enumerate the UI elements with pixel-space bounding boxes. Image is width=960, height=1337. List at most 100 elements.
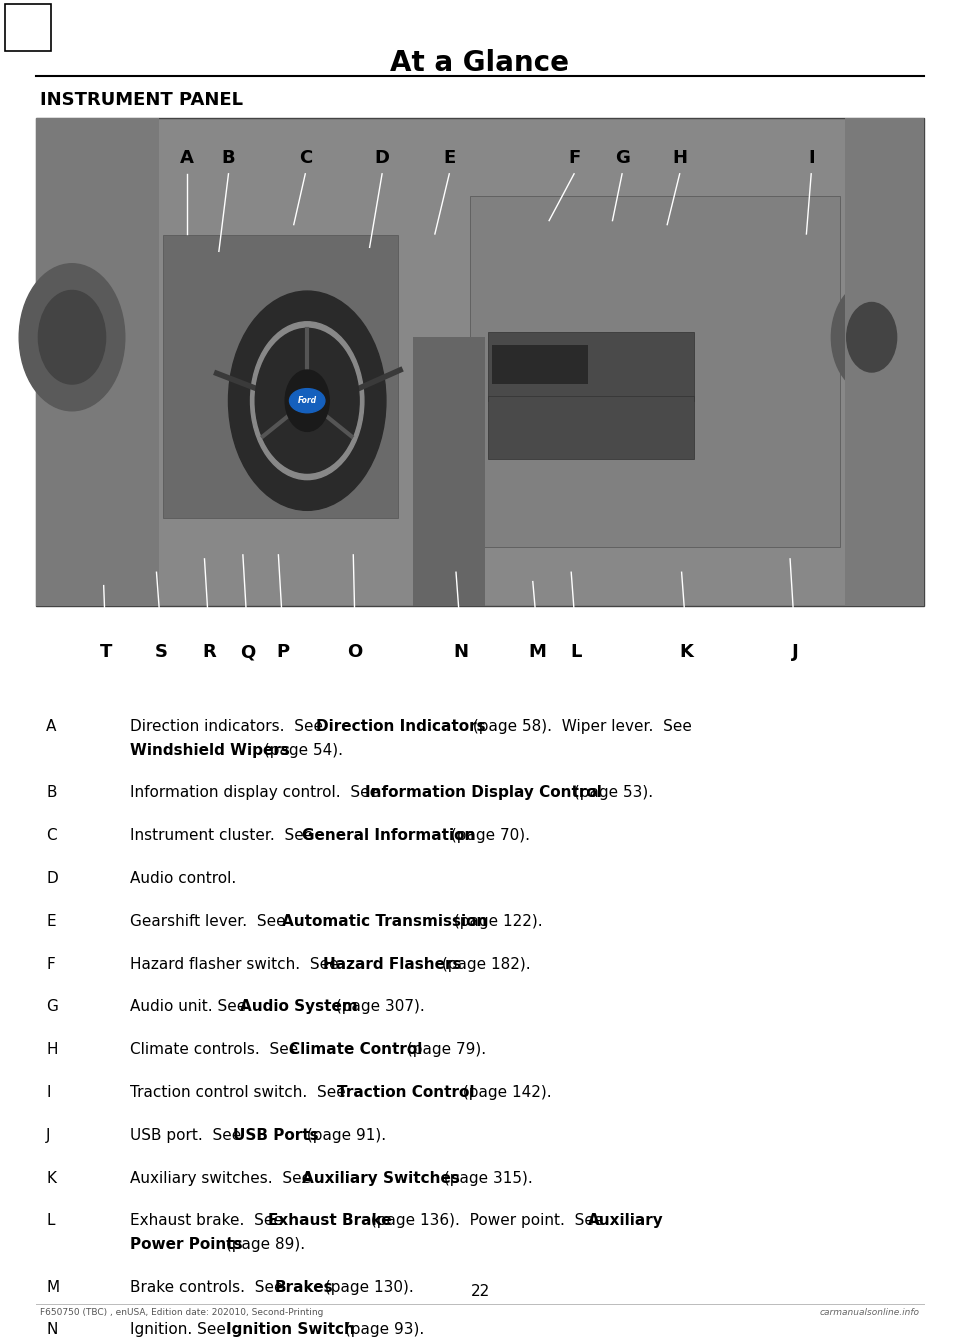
Text: Audio control.: Audio control. <box>130 870 236 886</box>
Text: (page 89).: (page 89). <box>221 1237 304 1251</box>
Bar <box>470 195 840 547</box>
Text: (page 122).: (page 122). <box>448 913 542 929</box>
Text: C: C <box>299 148 312 167</box>
Text: F650750 (TBC) , enUSA, Edition date: 202010, Second-Printing: F650750 (TBC) , enUSA, Edition date: 202… <box>40 1308 324 1317</box>
Text: Audio System: Audio System <box>240 999 358 1015</box>
Text: carmanualsonline.info: carmanualsonline.info <box>820 1308 920 1317</box>
Text: L: L <box>570 643 582 662</box>
Bar <box>492 345 588 384</box>
Circle shape <box>251 322 364 480</box>
Text: INSTRUMENT PANEL: INSTRUMENT PANEL <box>40 91 243 108</box>
Text: K: K <box>46 1170 56 1186</box>
Bar <box>36 118 924 606</box>
Text: Brake controls.  See: Brake controls. See <box>130 1280 288 1294</box>
Text: E: E <box>444 148 455 167</box>
Text: M: M <box>529 643 546 662</box>
Text: Hazard flasher switch.  See: Hazard flasher switch. See <box>130 956 343 972</box>
Text: Information display control.  See: Information display control. See <box>130 786 384 801</box>
Text: Ignition Switch: Ignition Switch <box>227 1322 355 1337</box>
Text: H: H <box>46 1042 58 1058</box>
Text: Exhaust brake.  See: Exhaust brake. See <box>130 1213 287 1229</box>
Text: (page 91).: (page 91). <box>301 1127 386 1143</box>
Text: S: S <box>155 643 168 662</box>
Text: O: O <box>348 643 363 662</box>
Text: D: D <box>374 148 390 167</box>
Text: Windshield Wipers: Windshield Wipers <box>130 743 290 758</box>
Text: (page 70).: (page 70). <box>446 828 531 844</box>
Text: Hazard Flashers: Hazard Flashers <box>324 956 462 972</box>
Text: N: N <box>46 1322 58 1337</box>
Text: I: I <box>46 1084 51 1100</box>
Text: F: F <box>568 148 580 167</box>
Text: B: B <box>222 148 235 167</box>
Text: (page 142).: (page 142). <box>458 1084 552 1100</box>
Text: A: A <box>46 719 57 734</box>
Text: F: F <box>46 956 55 972</box>
Text: N: N <box>453 643 468 662</box>
Text: Direction indicators.  See: Direction indicators. See <box>130 719 327 734</box>
Circle shape <box>19 263 125 410</box>
Text: T: T <box>100 643 111 662</box>
Text: USB Ports: USB Ports <box>233 1127 319 1143</box>
Text: B: B <box>46 786 57 801</box>
Text: (page 315).: (page 315). <box>439 1170 533 1186</box>
Text: Instrument cluster.  See: Instrument cluster. See <box>130 828 318 844</box>
Circle shape <box>38 290 106 384</box>
Text: Traction Control: Traction Control <box>337 1084 474 1100</box>
Bar <box>488 396 694 460</box>
Circle shape <box>228 291 386 511</box>
Text: (page 182).: (page 182). <box>437 956 531 972</box>
Text: (page 53).: (page 53). <box>569 786 654 801</box>
Text: J: J <box>46 1127 51 1143</box>
Text: At a Glance: At a Glance <box>391 49 569 78</box>
Text: J: J <box>791 643 799 662</box>
Text: A: A <box>180 148 194 167</box>
Text: Brakes: Brakes <box>275 1280 333 1294</box>
Bar <box>5 4 51 51</box>
Text: G: G <box>46 999 58 1015</box>
Text: Exhaust Brake: Exhaust Brake <box>268 1213 392 1229</box>
Text: C: C <box>46 828 57 844</box>
Text: Ford: Ford <box>298 396 317 405</box>
Text: Traction control switch.  See: Traction control switch. See <box>130 1084 350 1100</box>
Text: (page 93).: (page 93). <box>340 1322 424 1337</box>
Text: (page 54).: (page 54). <box>258 743 343 758</box>
Text: Climate Control: Climate Control <box>289 1042 422 1058</box>
Text: (page 136).  Power point.  See: (page 136). Power point. See <box>367 1213 609 1229</box>
Text: Audio unit. See: Audio unit. See <box>130 999 251 1015</box>
Text: L: L <box>46 1213 55 1229</box>
Text: 22: 22 <box>470 1284 490 1298</box>
Text: Climate controls.  See: Climate controls. See <box>130 1042 302 1058</box>
Bar <box>488 333 694 401</box>
Bar <box>845 118 924 606</box>
Text: Automatic Transmission: Automatic Transmission <box>281 913 487 929</box>
Bar <box>36 118 159 606</box>
Text: I: I <box>808 148 814 167</box>
Bar <box>413 337 485 606</box>
Text: Gearshift lever.  See: Gearshift lever. See <box>130 913 290 929</box>
Text: Direction Indicators: Direction Indicators <box>316 719 486 734</box>
Bar <box>163 235 398 517</box>
Text: Auxiliary Switches: Auxiliary Switches <box>302 1170 460 1186</box>
Ellipse shape <box>290 389 324 413</box>
Text: E: E <box>46 913 56 929</box>
Circle shape <box>847 302 897 372</box>
Text: Auxiliary: Auxiliary <box>588 1213 663 1229</box>
Circle shape <box>831 281 912 393</box>
Text: (page 58).  Wiper lever.  See: (page 58). Wiper lever. See <box>468 719 692 734</box>
Text: General Information: General Information <box>302 828 476 844</box>
Circle shape <box>255 329 359 473</box>
Text: Information Display Control: Information Display Control <box>365 786 602 801</box>
Text: R: R <box>203 643 216 662</box>
Text: (page 79).: (page 79). <box>402 1042 487 1058</box>
Text: Ignition. See: Ignition. See <box>130 1322 230 1337</box>
Text: K: K <box>680 643 693 662</box>
Text: Q: Q <box>240 643 255 662</box>
Text: Auxiliary switches.  See: Auxiliary switches. See <box>130 1170 316 1186</box>
Text: Power Points: Power Points <box>130 1237 242 1251</box>
Text: P: P <box>276 643 290 662</box>
Text: (page 130).: (page 130). <box>321 1280 414 1294</box>
Text: (page 307).: (page 307). <box>331 999 425 1015</box>
Text: G: G <box>614 148 630 167</box>
Circle shape <box>285 370 329 432</box>
